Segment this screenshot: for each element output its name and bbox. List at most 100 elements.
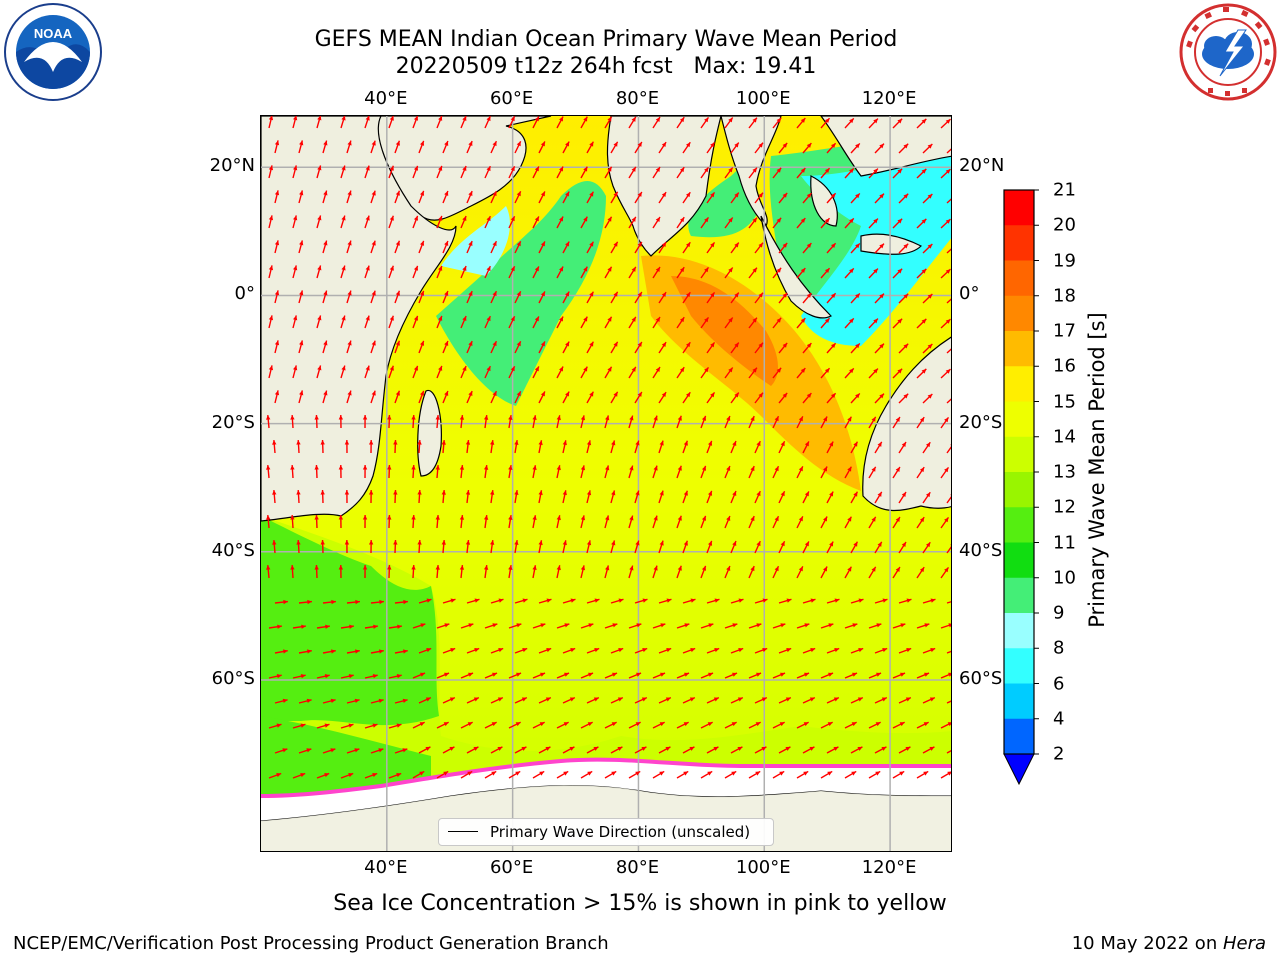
wave-direction-arrow: [658, 746, 671, 754]
wave-direction-arrow: [778, 192, 788, 204]
wave-direction-arrow: [940, 722, 951, 729]
wave-direction-arrow: [490, 490, 495, 504]
wave-direction-arrow: [466, 240, 473, 254]
wave-direction-arrow: [844, 721, 857, 729]
wave-direction-arrow: [652, 672, 666, 679]
wave-direction-arrow: [634, 440, 640, 454]
sea-ice-edge: [261, 757, 951, 798]
wave-direction-arrow: [796, 416, 804, 429]
wave-direction-arrow: [826, 541, 834, 554]
sea-ice-footnote: Sea Ice Concentration > 15% is shown in …: [333, 891, 947, 916]
wave-direction-arrow: [898, 697, 912, 704]
wave-direction-arrow: [892, 770, 905, 779]
wave-direction-arrow: [628, 415, 634, 429]
wave-direction-arrow: [796, 317, 806, 329]
wave-direction-arrow: [772, 167, 782, 179]
wave-direction-arrow: [388, 772, 402, 779]
wave-direction-arrow: [418, 240, 425, 254]
wave-direction-arrow: [411, 514, 416, 529]
wave-direction-arrow: [628, 216, 637, 229]
wave-direction-arrow: [362, 564, 368, 579]
wave-direction-arrow: [772, 623, 786, 629]
wave-direction-arrow: [274, 240, 280, 254]
lon-tick-label-bottom: 120°E: [861, 857, 917, 878]
wave-direction-arrow: [628, 623, 642, 629]
wave-direction-arrow: [634, 191, 643, 204]
wave-direction-arrow: [580, 316, 588, 329]
wave-direction-arrow: [298, 649, 312, 654]
wave-direction-arrow: [946, 398, 951, 404]
wave-direction-arrow: [874, 541, 883, 554]
wave-direction-arrow: [922, 243, 933, 254]
wave-direction-arrow: [508, 721, 521, 729]
wave-direction-arrow: [826, 491, 834, 504]
wave-direction-arrow: [316, 265, 322, 279]
wave-direction-arrow: [346, 290, 352, 304]
wave-direction-arrow: [418, 290, 425, 304]
wave-direction-arrow: [610, 490, 616, 504]
colorbar-segment: [1004, 260, 1034, 297]
wave-direction-arrow: [802, 242, 812, 254]
colorbar-segment: [1004, 225, 1034, 261]
wave-direction-arrow: [346, 748, 360, 754]
wave-direction-arrow: [292, 674, 306, 679]
wave-direction-arrow: [370, 649, 384, 654]
wave-direction-arrow: [483, 515, 489, 529]
wave-direction-arrow: [340, 315, 346, 329]
wave-direction-arrow: [898, 441, 907, 454]
wave-direction-arrow: [388, 365, 394, 379]
wave-direction-arrow: [442, 390, 449, 404]
wave-direction-arrow: [916, 368, 927, 379]
wave-direction-arrow: [748, 117, 758, 129]
wave-direction-arrow: [604, 116, 613, 129]
wave-direction-arrow: [556, 515, 561, 529]
wave-direction-arrow: [508, 165, 516, 179]
wave-direction-arrow: [322, 390, 328, 404]
wave-direction-arrow: [393, 489, 398, 504]
wave-direction-arrow: [730, 697, 744, 704]
wave-direction-arrow: [724, 217, 734, 229]
wave-direction-arrow: [364, 772, 378, 779]
colorbar-tick-label: 4: [1053, 708, 1065, 730]
wave-direction-arrow: [586, 191, 594, 204]
wave-direction-arrow: [658, 440, 664, 454]
wave-direction-arrow: [916, 318, 927, 329]
wave-direction-arrow: [314, 414, 319, 429]
wave-direction-arrow: [556, 266, 564, 279]
wave-direction-arrow: [844, 416, 852, 429]
colorbar-segment: [1004, 507, 1034, 543]
wave-direction-arrow: [484, 623, 498, 629]
wave-direction-arrow: [466, 340, 473, 354]
wave-direction-arrow: [316, 215, 322, 229]
wave-direction-arrow: [676, 770, 689, 779]
wave-direction-arrow: [364, 624, 378, 629]
wave-direction-arrow: [652, 266, 661, 279]
wave-direction-arrow: [556, 415, 561, 429]
wave-direction-arrow: [436, 623, 450, 629]
wave-direction-arrow: [898, 143, 909, 154]
wave-direction-arrow: [338, 564, 344, 579]
wave-direction-arrow: [682, 598, 696, 604]
wave-direction-arrow: [610, 697, 624, 704]
colorbar: [1003, 189, 1039, 786]
wave-direction-arrow: [706, 598, 720, 604]
wave-direction-arrow: [394, 390, 401, 404]
noaa-logo-text: NOAA: [34, 26, 73, 41]
wave-direction-arrow: [274, 698, 288, 704]
wave-direction-arrow: [298, 190, 304, 204]
wave-direction-arrow: [346, 240, 352, 254]
wave-direction-arrow: [538, 341, 546, 354]
wave-direction-arrow: [508, 315, 516, 329]
wave-direction-arrow: [724, 465, 731, 479]
wave-direction-arrow: [508, 672, 522, 679]
wave-direction-arrow: [748, 267, 758, 279]
wave-direction-arrow: [940, 368, 951, 379]
wave-direction-arrow: [556, 216, 564, 229]
wave-direction-arrow: [418, 697, 432, 704]
wave-direction-arrow: [314, 514, 319, 529]
wave-direction-arrow: [916, 218, 927, 229]
wave-direction-arrow: [892, 218, 903, 229]
wave-direction-arrow: [874, 746, 887, 754]
wave-direction-arrow: [820, 721, 833, 729]
wave-direction-arrow: [868, 168, 879, 179]
